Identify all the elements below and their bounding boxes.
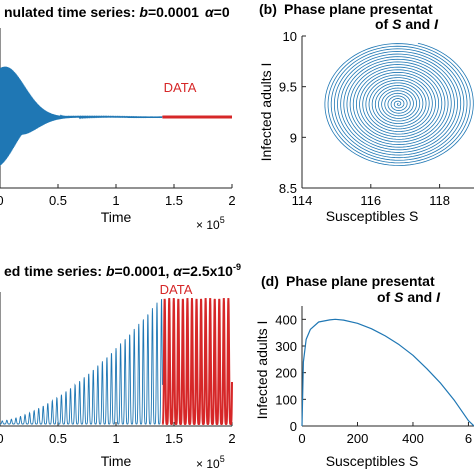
panel-b-ytick-label: 9 [290, 130, 297, 145]
panel-b-xtick-label: 118 [429, 193, 450, 208]
panel-c-x-multiplier-exp: 5 [220, 454, 225, 464]
panel-a-xtick-label: 0.5 [49, 193, 67, 208]
panel-d-xtick-label: 6 [465, 431, 472, 446]
plot-d: 0 200 400 6 0 100 200 300 400 Susceptibles S Infec… [254, 306, 474, 469]
panel-c: ed time series: b=0.0001, α=2.5x10-9 0 0.… [0, 262, 241, 471]
panel-b-series-spiral [324, 42, 474, 166]
panel-b-ylabel: Infected adults I [258, 63, 274, 162]
panel-a-x-multiplier: × 105 [196, 215, 225, 232]
plot-c: 0 0.5 1 1.5 2 Time × 105 DATA [0, 282, 236, 471]
panel-a-xlabel: Time [101, 209, 132, 225]
plot-b: 114 116 118 8.5 9 9.5 10 Susceptibles S Infected… [258, 29, 474, 224]
panel-c-xtick-label: 1 [112, 431, 119, 446]
panel-b-xtick-label: 114 [292, 193, 313, 208]
panel-a-xtick-label: 1 [112, 193, 119, 208]
plot-a: 0 0.5 1 1.5 2 Time × 105 DATA [0, 28, 236, 232]
panel-a-xtick-label: 1.5 [165, 193, 183, 208]
panel-d-ytick-label: 400 [275, 312, 297, 327]
panel-a-x-multiplier-base: × 10 [196, 218, 220, 232]
panel-b-xtick-label: 116 [360, 193, 381, 208]
panel-b-ytick-label: 9.5 [279, 80, 297, 95]
panel-d-title-line2: of S and I [377, 289, 441, 305]
panel-c-xtick-label: 2 [228, 431, 235, 446]
panel-d-title-line1: Phase plane presentat [286, 273, 435, 289]
panel-c-xtick-label: 1.5 [165, 431, 183, 446]
panel-d-ytick-label: 200 [275, 366, 297, 381]
panel-b: (b) Phase plane presentat of S and I 114… [258, 1, 474, 224]
panel-a-x-multiplier-exp: 5 [220, 215, 225, 225]
panel-d-xtick-label: 0 [298, 431, 305, 446]
panel-c-x-multiplier-base: × 10 [196, 457, 220, 471]
panel-b-ytick-label: 8.5 [279, 181, 297, 196]
panel-a-series-model [0, 66, 163, 166]
panel-a-xtick-label: 2 [228, 193, 235, 208]
panel-d-series-curve [301, 318, 474, 427]
panel-b-title-line1: Phase plane presentat [284, 1, 433, 17]
panel-c-series-data [161, 298, 233, 426]
panel-b-label: (b) [259, 1, 277, 17]
panel-b-ytick-label: 10 [283, 29, 297, 44]
panel-d-ylabel: Infected adults I [254, 321, 270, 420]
panel-a-title: nulated time series: b=0.0001 α=0 [4, 4, 230, 20]
panel-a-data-annotation: DATA [164, 80, 197, 95]
panel-c-series-model [0, 298, 163, 425]
panel-a-xtick-label: 0 [0, 193, 4, 208]
panel-c-xtick-label: 0 [0, 431, 4, 446]
panel-c-xtick-label: 0.5 [49, 431, 67, 446]
panel-b-xlabel: Susceptibles S [326, 208, 419, 224]
panel-d-ytick-label: 100 [275, 392, 297, 407]
panel-d-xtick-label: 200 [347, 431, 369, 446]
panel-c-x-multiplier: × 105 [196, 454, 225, 471]
panel-d-xtick-label: 400 [402, 431, 424, 446]
panel-d-xlabel: Susceptibles S [326, 453, 419, 469]
panel-d: (d) Phase plane presentat of S and I 0 20… [254, 273, 474, 469]
panel-c-xlabel: Time [101, 453, 132, 469]
panel-d-ytick-label: 300 [275, 339, 297, 354]
panel-d-ytick-label: 0 [290, 419, 297, 434]
panel-d-label: (d) [261, 273, 279, 289]
panel-c-data-annotation: DATA [160, 282, 193, 297]
panel-c-title: ed time series: b=0.0001, α=2.5x10-9 [4, 262, 241, 279]
panel-b-title-line2: of S and I [375, 16, 439, 32]
